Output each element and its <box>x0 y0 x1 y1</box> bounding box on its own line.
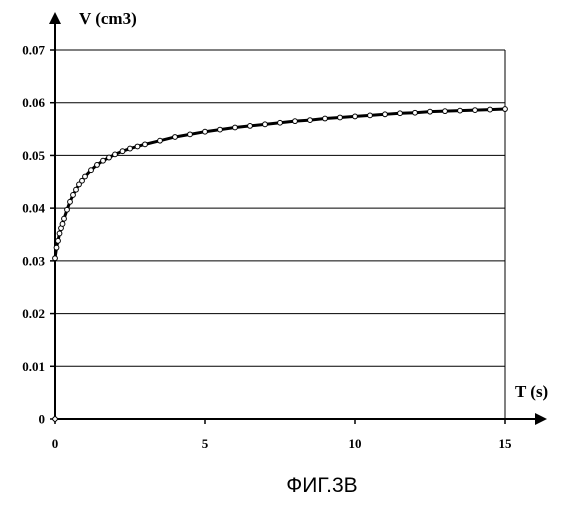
data-point <box>89 168 94 173</box>
data-point <box>263 122 268 127</box>
x-axis-arrow <box>535 413 547 425</box>
data-point <box>278 120 283 125</box>
ticks-layer: 0 0.01 0.02 0.03 0.04 0.05 0.06 0.07 0 5 10 15 <box>22 43 512 452</box>
series-fit-line <box>55 109 505 258</box>
data-point <box>53 256 58 261</box>
data-point <box>74 187 79 192</box>
data-point <box>62 216 67 221</box>
y-tick-label: 0.06 <box>22 95 45 110</box>
data-point <box>293 119 298 124</box>
data-point <box>101 158 106 163</box>
figure-caption: ФИГ.3B <box>286 474 357 497</box>
data-point <box>107 155 112 160</box>
y-tick-label: 0.03 <box>22 253 45 268</box>
origin-marker <box>52 416 58 422</box>
data-point <box>398 111 403 116</box>
data-point <box>203 129 208 134</box>
y-tick-label: 0.01 <box>22 359 45 374</box>
data-point <box>458 108 463 113</box>
data-point <box>56 238 61 243</box>
y-tick-label: 0.05 <box>22 148 45 163</box>
data-point <box>120 149 125 154</box>
data-point <box>143 142 148 147</box>
data-point <box>248 124 253 129</box>
data-point <box>353 114 358 119</box>
data-point <box>488 107 493 112</box>
data-point <box>71 193 76 198</box>
data-point <box>338 115 343 120</box>
y-tick-label: 0.04 <box>22 201 45 216</box>
data-point <box>443 109 448 114</box>
y-tick-label: 0.07 <box>22 43 45 58</box>
data-point <box>57 231 62 236</box>
data-point <box>95 163 100 168</box>
data-point <box>128 146 133 151</box>
data-point <box>218 127 223 132</box>
data-point <box>113 152 118 157</box>
y-tick-label: 0 <box>39 412 46 427</box>
data-point <box>65 207 70 212</box>
data-point <box>413 110 418 115</box>
data-point <box>60 222 65 227</box>
data-point <box>135 144 140 149</box>
data-point <box>323 116 328 121</box>
x-tick-label: 15 <box>499 436 513 451</box>
data-point <box>368 113 373 118</box>
data-point <box>83 174 88 179</box>
y-tick-label: 0.02 <box>22 306 45 321</box>
y-axis-title: V (cm3) <box>79 9 137 28</box>
x-axis-title: T (s) <box>515 382 548 401</box>
data-point <box>158 138 163 143</box>
x-tick-label: 0 <box>52 436 59 451</box>
axes-layer <box>49 12 547 425</box>
data-point <box>308 118 313 123</box>
data-point <box>473 108 478 113</box>
data-point <box>428 109 433 114</box>
data-point <box>503 107 508 112</box>
x-tick-label: 10 <box>349 436 362 451</box>
data-point <box>233 125 238 130</box>
y-axis-arrow <box>49 12 61 24</box>
data-point <box>68 199 73 204</box>
data-point <box>54 245 59 250</box>
data-point <box>188 132 193 137</box>
grid-layer <box>55 50 505 419</box>
marks-layer <box>52 107 507 422</box>
data-point <box>173 135 178 140</box>
data-point <box>383 112 388 117</box>
x-tick-label: 5 <box>202 436 209 451</box>
